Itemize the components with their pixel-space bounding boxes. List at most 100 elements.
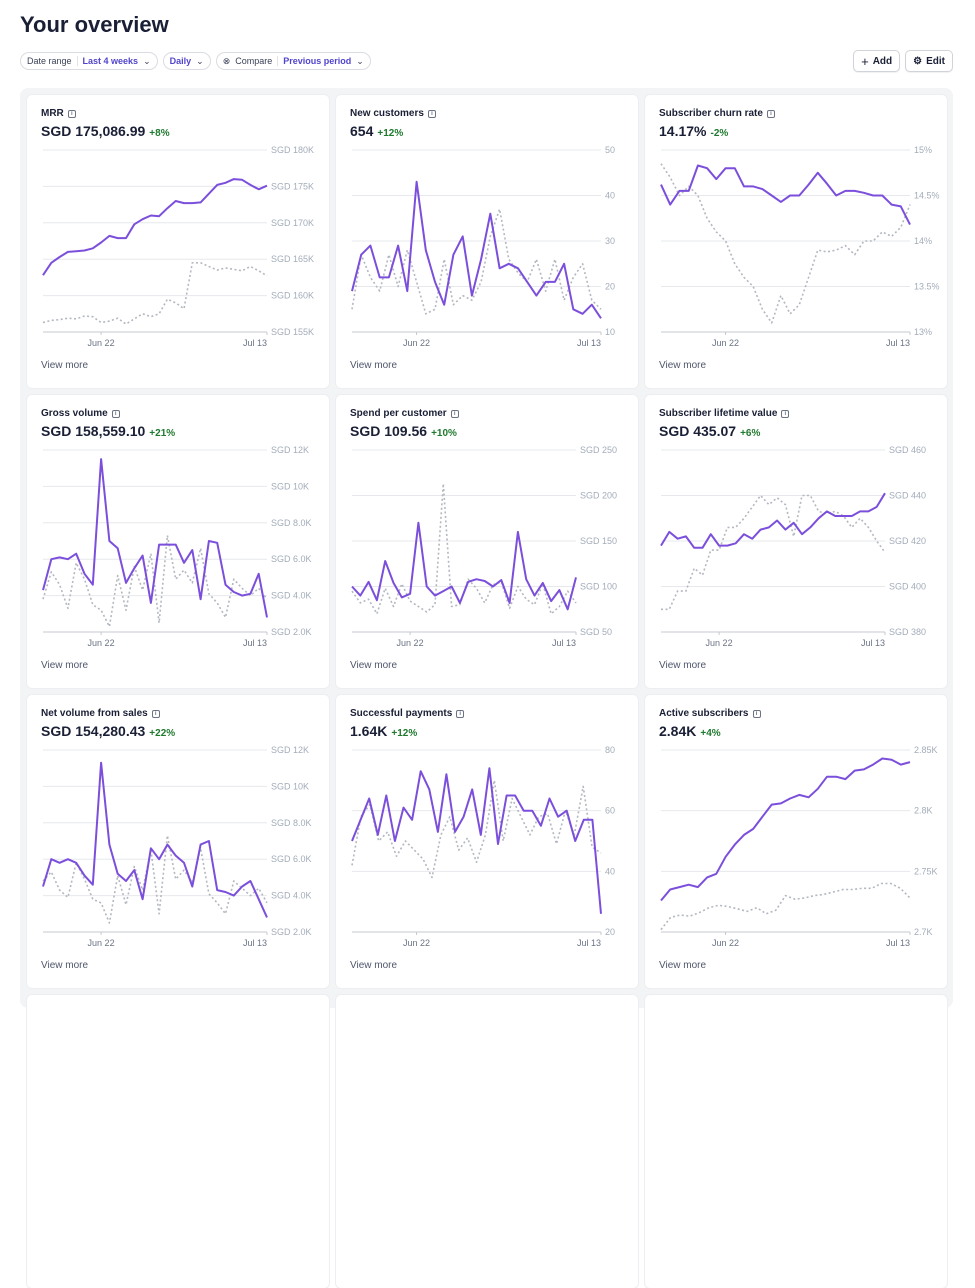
- current-period-line: [660, 492, 886, 549]
- metric-card-mrr[interactable]: SGD 155K SGD 160K SGD 165K SGD 170K SGD 175K…: [27, 95, 329, 388]
- y-tick-label: SGD 2.0K: [271, 627, 312, 637]
- metric-card-successful-payments[interactable]: 20 40 60 80 Jun 22 Jul 13 Successful payments i…: [336, 695, 638, 988]
- info-icon[interactable]: i: [67, 109, 76, 118]
- view-more-link[interactable]: View more: [41, 360, 89, 371]
- y-tick-label: SGD 8.0K: [271, 818, 312, 828]
- metric-delta: +22%: [149, 728, 176, 739]
- y-tick-label: SGD 180K: [271, 145, 314, 155]
- y-tick-label: SGD 170K: [271, 218, 314, 228]
- info-icon[interactable]: i: [766, 109, 775, 118]
- previous-period-line: [42, 262, 268, 325]
- info-icon[interactable]: i: [111, 409, 120, 418]
- x-tick-label: Jun 22: [712, 338, 739, 348]
- current-period-line: [42, 458, 268, 618]
- info-icon[interactable]: i: [456, 709, 465, 718]
- current-period-line: [42, 178, 268, 276]
- view-more-link[interactable]: View more: [41, 660, 89, 671]
- y-tick-label: SGD 420: [889, 536, 926, 546]
- info-icon[interactable]: i: [151, 709, 160, 718]
- metric-value: SGD 158,559.10 +21%: [41, 423, 175, 439]
- y-tick-label: 80: [605, 745, 615, 755]
- metric-title: Active subscribers i: [659, 708, 761, 719]
- info-icon[interactable]: i: [427, 109, 436, 118]
- metric-card-spend-per-customer[interactable]: SGD 50 SGD 100 SGD 150 SGD 200 SGD 250 Jun 22…: [336, 395, 638, 688]
- y-tick-label: SGD 4.0K: [271, 891, 312, 901]
- compare-value: Previous period: [283, 56, 352, 66]
- x-tick-label: Jun 22: [403, 938, 430, 948]
- view-more-link[interactable]: View more: [350, 960, 398, 971]
- compare-filter[interactable]: ⊗ Compare Previous period ⌄: [215, 52, 371, 70]
- y-tick-label: 2.75K: [914, 866, 938, 876]
- y-tick-label: SGD 10K: [271, 481, 309, 491]
- view-more-link[interactable]: View more: [350, 360, 398, 371]
- metric-delta: +12%: [377, 128, 404, 139]
- divider: [76, 56, 78, 66]
- current-period-line: [660, 757, 911, 902]
- metric-title-text: Gross volume: [41, 408, 108, 419]
- metric-delta: +12%: [391, 728, 418, 739]
- y-tick-label: 2.85K: [914, 745, 938, 755]
- date-range-filter[interactable]: Date range Last 4 weeks ⌄: [20, 52, 158, 70]
- add-label: Add: [872, 55, 893, 67]
- previous-period-line: [42, 534, 268, 628]
- info-icon[interactable]: i: [781, 409, 790, 418]
- previous-period-line: [351, 779, 602, 879]
- metric-card-subscriber-lifetime-value[interactable]: SGD 380 SGD 400 SGD 420 SGD 440 SGD 460 Jun 2…: [645, 395, 947, 688]
- metric-value-text: 1.64K: [350, 723, 388, 739]
- metric-delta: +8%: [149, 128, 170, 139]
- line-chart: 13% 13.5% 14% 14.5% 15% Jun 22 Jul 13: [660, 145, 940, 348]
- view-more-link[interactable]: View more: [350, 660, 398, 671]
- y-tick-label: 13.5%: [914, 282, 940, 292]
- previous-period-line: [661, 494, 886, 611]
- gear-icon: ⚙: [913, 55, 923, 67]
- y-tick-label: SGD 440: [889, 491, 926, 501]
- metric-card-gross-volume[interactable]: SGD 2.0K SGD 4.0K SGD 6.0K SGD 8.0K SGD 10K S…: [27, 395, 329, 688]
- metric-card-partial: [27, 995, 329, 1288]
- metric-title-text: Subscriber lifetime value: [659, 408, 778, 419]
- x-tick-label: Jul 13: [243, 938, 267, 948]
- chevron-down-icon: ⌄: [143, 55, 151, 66]
- compare-label: Compare: [235, 56, 273, 66]
- plus-icon: +: [861, 53, 869, 69]
- x-tick-label: Jul 13: [886, 938, 910, 948]
- metric-value: SGD 175,086.99 +8%: [41, 123, 170, 139]
- chevron-down-icon: ⌄: [356, 55, 364, 66]
- y-tick-label: SGD 160K: [271, 291, 314, 301]
- clear-compare-icon[interactable]: ⊗: [222, 55, 231, 66]
- x-tick-label: Jul 13: [861, 638, 885, 648]
- metric-value-text: 14.17%: [659, 123, 707, 139]
- metric-title: Gross volume i: [41, 408, 120, 419]
- view-more-link[interactable]: View more: [659, 360, 707, 371]
- metric-title-text: MRR: [41, 108, 64, 119]
- line-chart: SGD 2.0K SGD 4.0K SGD 6.0K SGD 8.0K SGD 10K S…: [42, 445, 312, 648]
- edit-button[interactable]: ⚙ Edit: [905, 50, 953, 72]
- x-tick-label: Jun 22: [712, 938, 739, 948]
- line-chart: SGD 2.0K SGD 4.0K SGD 6.0K SGD 8.0K SGD 10K S…: [42, 745, 312, 948]
- add-button[interactable]: + Add: [853, 50, 901, 72]
- info-icon[interactable]: i: [450, 409, 459, 418]
- view-more-link[interactable]: View more: [41, 960, 89, 971]
- metric-card-active-subscribers[interactable]: 2.7K 2.75K 2.8K 2.85K Jun 22 Jul 13 Active sub…: [645, 695, 947, 988]
- edit-label: Edit: [926, 55, 945, 67]
- info-icon[interactable]: i: [752, 709, 761, 718]
- previous-period-line: [660, 882, 911, 931]
- line-chart: 20 40 60 80 Jun 22 Jul 13: [351, 745, 615, 948]
- view-more-link[interactable]: View more: [659, 660, 707, 671]
- metric-card-new-customers[interactable]: 10 20 30 40 50 Jun 22 Jul 13 New customers i 654…: [336, 95, 638, 388]
- previous-period-line: [351, 208, 602, 315]
- current-period-line: [42, 761, 268, 918]
- metric-title: MRR i: [41, 108, 76, 119]
- metric-title: Net volume from sales i: [41, 708, 160, 719]
- view-more-link[interactable]: View more: [659, 960, 707, 971]
- x-tick-label: Jun 22: [88, 638, 115, 648]
- metric-card-partial: [336, 995, 638, 1288]
- metric-title: Subscriber lifetime value i: [659, 408, 790, 419]
- y-tick-label: 40: [605, 191, 615, 201]
- y-tick-label: SGD 150: [580, 536, 617, 546]
- metric-card-net-volume-from-sales[interactable]: SGD 2.0K SGD 4.0K SGD 6.0K SGD 8.0K SGD 10K S…: [27, 695, 329, 988]
- x-tick-label: Jul 13: [552, 638, 576, 648]
- interval-filter[interactable]: Daily ⌄: [162, 52, 211, 70]
- date-range-value: Last 4 weeks: [82, 56, 139, 66]
- y-tick-label: SGD 155K: [271, 327, 314, 337]
- metric-card-subscriber-churn-rate[interactable]: 13% 13.5% 14% 14.5% 15% Jun 22 Jul 13 Subscribe…: [645, 95, 947, 388]
